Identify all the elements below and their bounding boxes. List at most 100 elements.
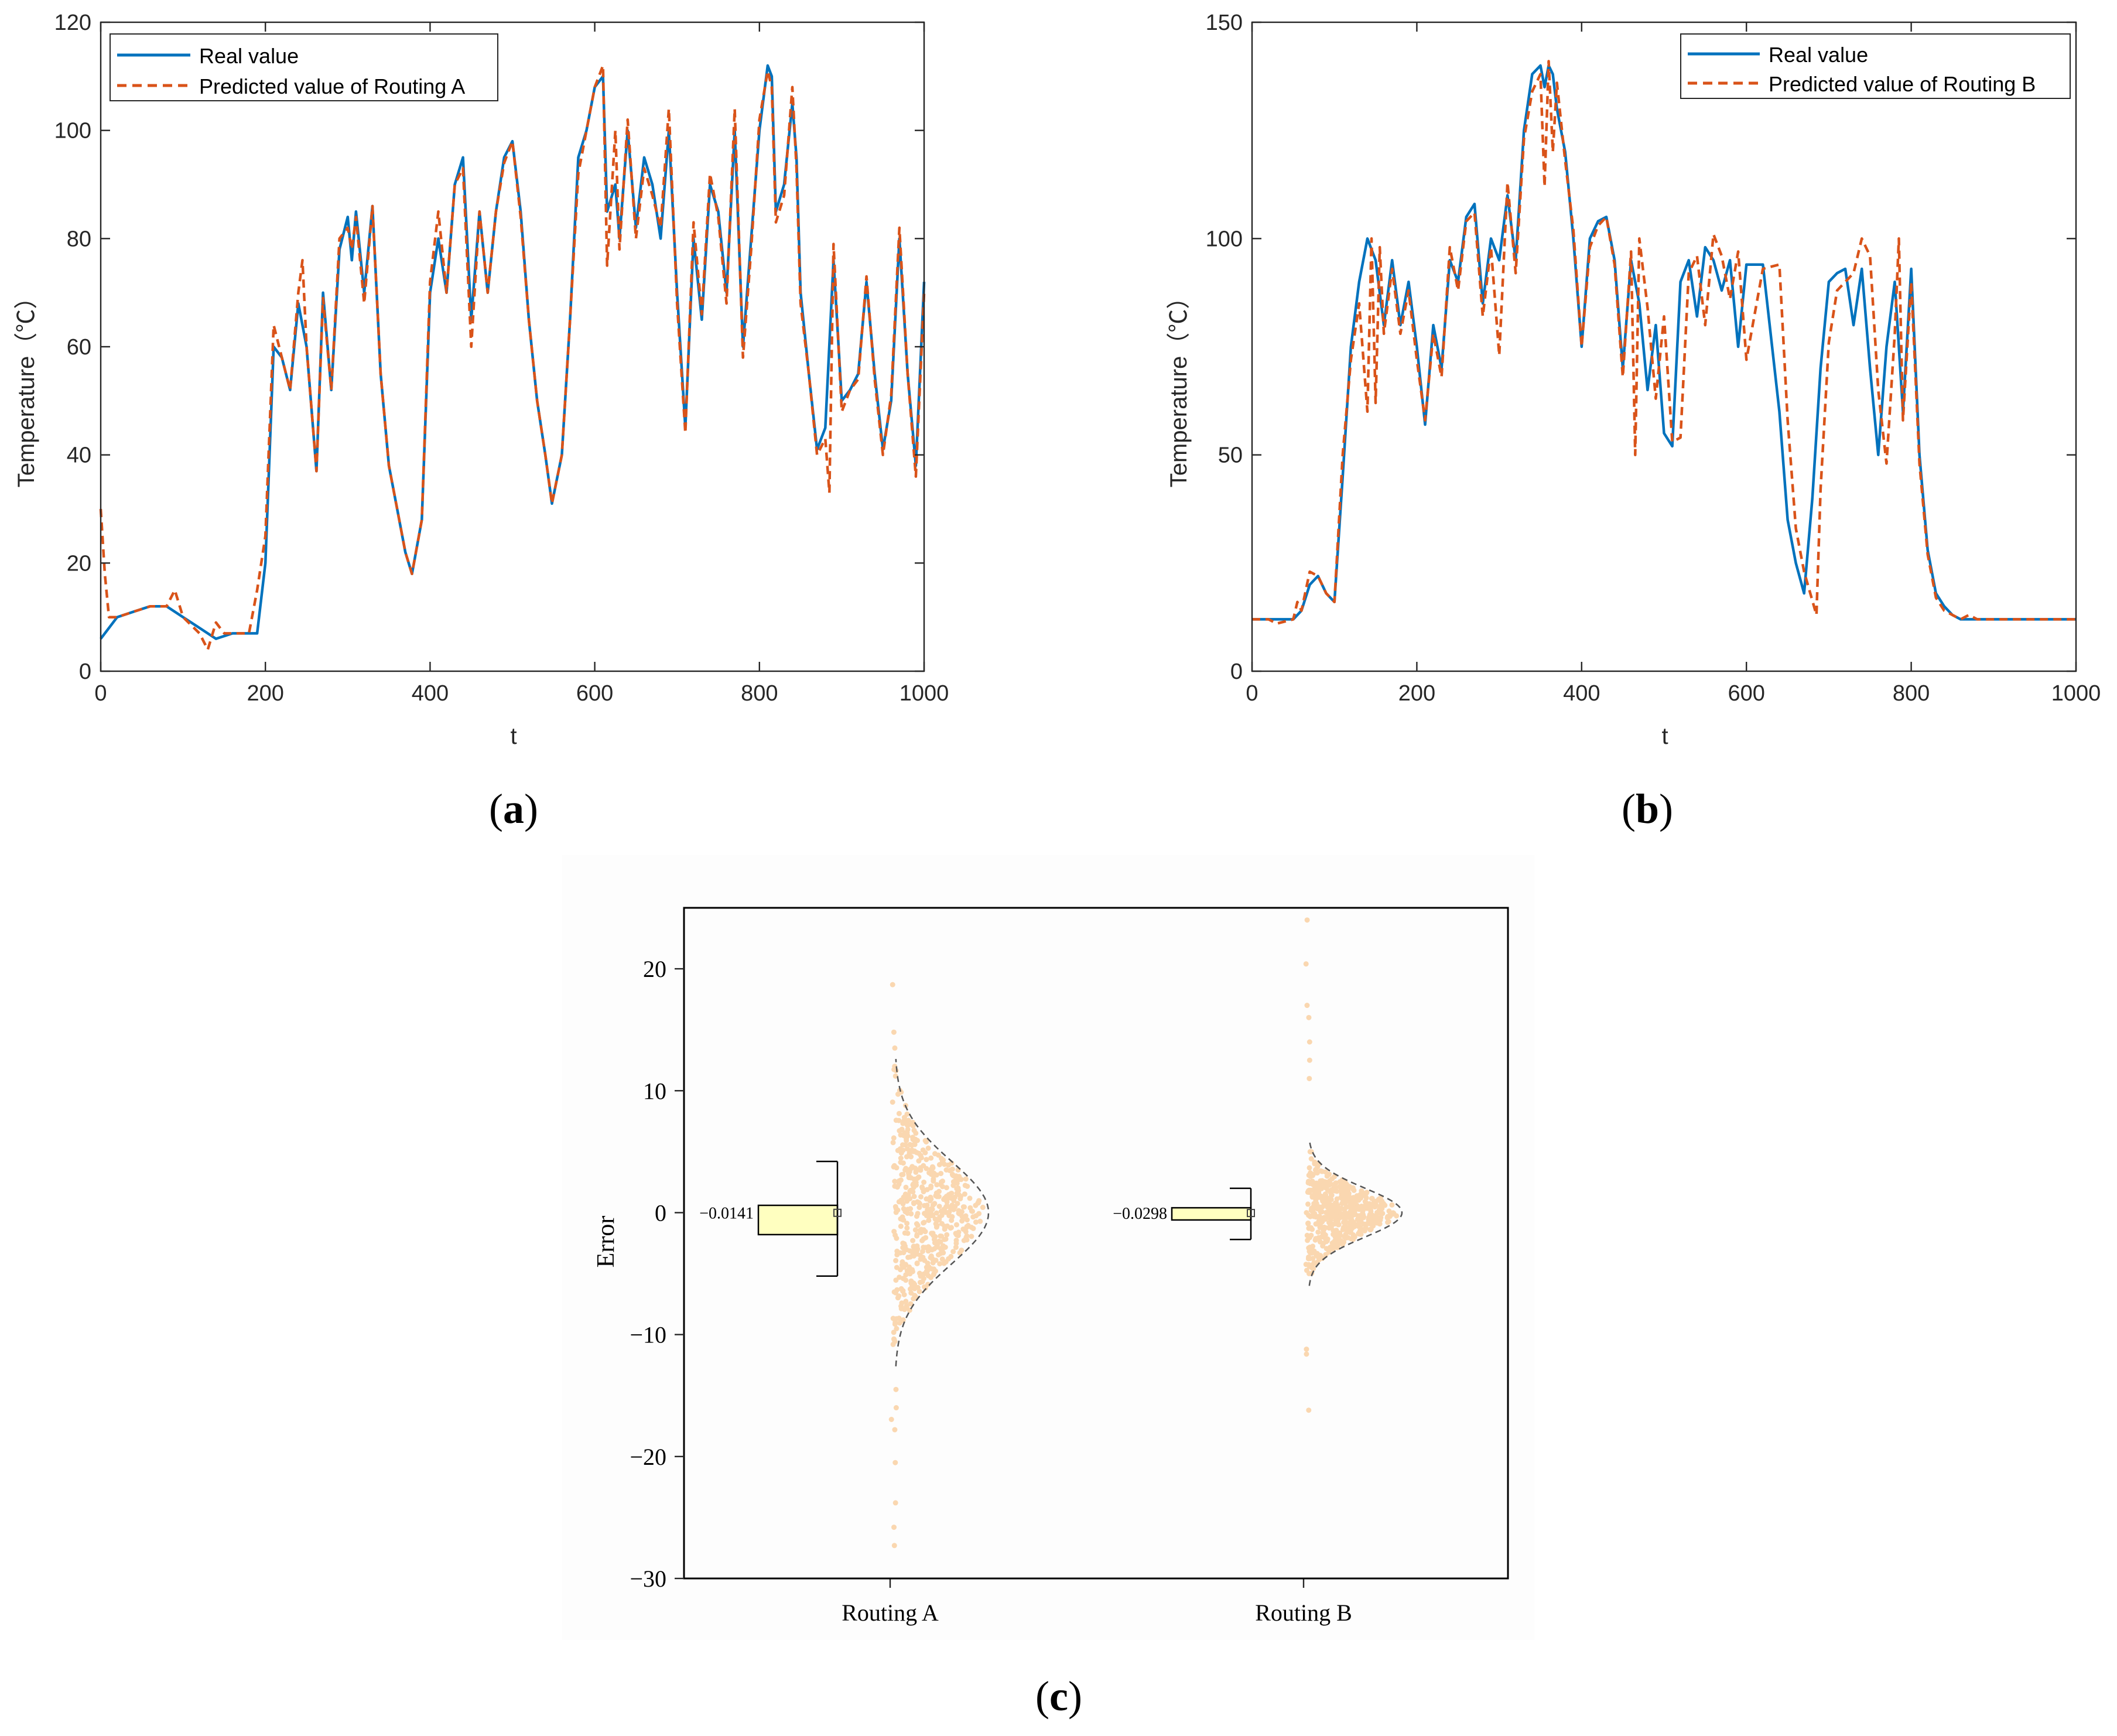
scatter-point — [893, 1209, 899, 1215]
y-tick-label: 100 — [54, 119, 91, 143]
plot-frame — [100, 21, 925, 672]
scatter-point — [897, 1274, 902, 1280]
scatter-outlier — [892, 1500, 898, 1506]
scatter-point — [943, 1167, 949, 1173]
legend-label-real: Real value — [1769, 43, 1868, 67]
scatter-outlier — [1304, 1003, 1310, 1009]
scatter-point — [910, 1182, 916, 1188]
scatter-point — [902, 1142, 908, 1148]
scatter-outlier — [891, 1029, 897, 1035]
scatter-point — [902, 1307, 908, 1313]
scatter-point — [941, 1197, 947, 1202]
scatter-point — [1335, 1218, 1340, 1224]
scatter-point — [915, 1222, 921, 1228]
scatter-point — [924, 1202, 930, 1208]
scatter-point — [901, 1292, 907, 1297]
scatter-point — [898, 1224, 904, 1229]
scatter-point — [1333, 1214, 1339, 1220]
scatter-point — [973, 1213, 979, 1219]
scatter-group-routing-a — [888, 982, 986, 1549]
scatter-outlier — [893, 1405, 899, 1411]
scatter-point — [948, 1191, 954, 1197]
y-axis-label: Temperature（℃） — [1166, 286, 1192, 488]
y-tick-label: 20 — [67, 551, 91, 576]
scatter-point — [1306, 1188, 1311, 1194]
chart-b: 0 200 400 600 800 1000 0 50 100 150 t Temperature… — [1166, 11, 2101, 832]
scatter-point — [904, 1138, 909, 1143]
scatter-point — [1322, 1191, 1328, 1197]
scatter-point — [1323, 1238, 1329, 1243]
scatter-point — [967, 1195, 973, 1201]
scatter-point — [1352, 1234, 1357, 1240]
scatter-point — [1305, 1220, 1311, 1226]
scatter-point — [1362, 1192, 1368, 1198]
scatter-point — [949, 1171, 955, 1177]
scatter-point — [915, 1284, 921, 1290]
scatter-point — [907, 1248, 913, 1254]
scatter-point — [1326, 1225, 1332, 1231]
scatter-point — [941, 1207, 947, 1212]
y-tick-label: 20 — [643, 956, 666, 982]
scatter-point — [912, 1142, 918, 1147]
scatter-point — [917, 1280, 923, 1285]
mean-label: −0.0141 — [699, 1205, 754, 1223]
legend: Real value Predicted value of Routing B — [1680, 33, 2071, 99]
scatter-point — [890, 1099, 895, 1105]
scatter-point — [1338, 1232, 1343, 1238]
scatter-point — [956, 1208, 962, 1214]
scatter-outlier — [1307, 1057, 1312, 1063]
scatter-point — [1359, 1205, 1364, 1211]
scatter-point — [1340, 1226, 1346, 1232]
scatter-point — [955, 1185, 961, 1191]
scatter-point — [942, 1161, 948, 1167]
y-tick-label: 0 — [1230, 659, 1243, 684]
scatter-point — [916, 1158, 922, 1164]
scatter-point — [949, 1202, 955, 1208]
scatter-point — [933, 1257, 939, 1263]
scatter-point — [976, 1198, 982, 1204]
scatter-point — [936, 1252, 941, 1257]
scatter-point — [950, 1249, 956, 1255]
scatter-point — [1331, 1228, 1336, 1233]
scatter-point — [1370, 1202, 1376, 1208]
legend-label-predicted: Predicted value of Routing B — [1769, 72, 2036, 96]
scatter-point — [1343, 1181, 1349, 1187]
y-axis-label: Error — [593, 1216, 620, 1268]
scatter-point — [1314, 1195, 1319, 1201]
scatter-point — [1312, 1159, 1318, 1165]
scatter-point — [938, 1171, 944, 1177]
scatter-point — [920, 1249, 925, 1255]
x-tick-label: 600 — [576, 681, 613, 706]
scatter-point — [940, 1243, 946, 1249]
scatter-point — [1323, 1252, 1329, 1257]
scatter-point — [902, 1230, 908, 1236]
scatter-point — [1377, 1195, 1383, 1201]
scatter-point — [904, 1225, 910, 1231]
scatter-point — [908, 1154, 914, 1160]
scatter-point — [1309, 1206, 1315, 1212]
scatter-point — [900, 1241, 906, 1246]
x-tick-label: 1000 — [2051, 681, 2101, 706]
scatter-point — [1377, 1221, 1383, 1227]
scatter-point — [921, 1180, 927, 1185]
scatter-point — [922, 1150, 928, 1156]
plot-frame — [1251, 21, 2077, 672]
scatter-outlier — [892, 1427, 898, 1433]
scatter-point — [926, 1218, 932, 1224]
scatter-point — [969, 1233, 974, 1239]
series-line-predicted — [99, 64, 926, 651]
scatter-point — [963, 1176, 969, 1182]
scatter-point — [1323, 1246, 1329, 1252]
scatter-point — [1315, 1253, 1321, 1259]
scatter-outlier — [1304, 1351, 1309, 1357]
scatter-outlier — [1306, 1014, 1312, 1020]
scatter-point — [948, 1195, 954, 1201]
scatter-point — [928, 1253, 934, 1259]
series-line-predicted — [1252, 60, 2076, 625]
scatter-point — [1370, 1212, 1376, 1218]
scatter-point — [928, 1196, 934, 1202]
scatter-outlier — [890, 982, 895, 987]
y-tick-label: −20 — [630, 1444, 666, 1470]
scatter-point — [1307, 1149, 1313, 1154]
scatter-point — [1368, 1226, 1374, 1232]
